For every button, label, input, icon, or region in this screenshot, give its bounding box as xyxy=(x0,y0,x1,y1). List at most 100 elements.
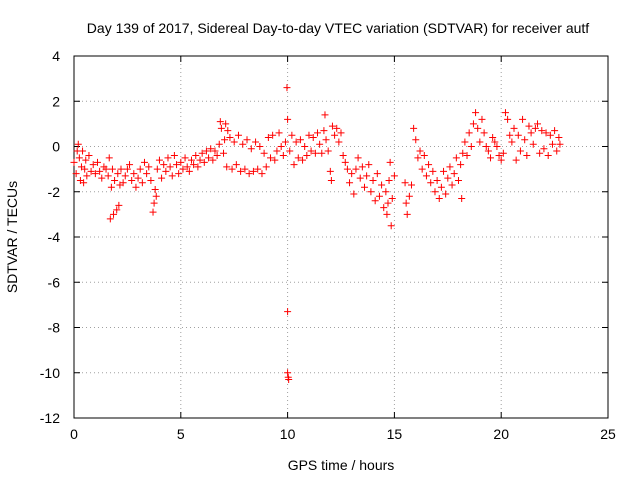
data-point xyxy=(448,181,456,189)
data-point xyxy=(223,163,231,171)
x-axis: 0 5 10 15 20 25 xyxy=(70,56,616,442)
data-point xyxy=(175,170,183,178)
data-point xyxy=(228,165,236,173)
data-point xyxy=(130,170,138,178)
grid-lines xyxy=(74,56,608,418)
data-point xyxy=(407,181,415,189)
data-point xyxy=(324,147,332,155)
data-point xyxy=(185,167,193,175)
data-point xyxy=(264,133,272,141)
data-point xyxy=(290,161,298,169)
data-point xyxy=(369,176,377,184)
data-point xyxy=(489,133,497,141)
data-point xyxy=(115,201,123,209)
data-point xyxy=(321,111,329,119)
data-point xyxy=(519,115,527,123)
data-point xyxy=(284,308,292,316)
data-point xyxy=(491,138,499,146)
data-point xyxy=(299,156,307,164)
data-point xyxy=(510,124,518,132)
data-point xyxy=(314,129,322,137)
data-point xyxy=(87,167,95,175)
data-point xyxy=(388,195,396,203)
data-point xyxy=(307,147,315,155)
data-point xyxy=(285,376,293,384)
data-point xyxy=(155,156,163,164)
data-point xyxy=(322,136,330,144)
data-point xyxy=(283,84,291,92)
data-point xyxy=(429,167,437,175)
data-point xyxy=(309,133,317,141)
data-point xyxy=(378,181,386,189)
y-tick-label: -10 xyxy=(40,365,60,381)
data-point xyxy=(284,115,292,123)
data-point xyxy=(548,140,556,148)
data-point xyxy=(239,140,247,148)
data-point xyxy=(484,147,492,155)
data-point xyxy=(425,161,433,169)
data-point xyxy=(252,138,260,146)
data-point xyxy=(341,158,349,166)
data-point xyxy=(506,131,514,139)
data-point xyxy=(160,161,168,169)
data-point xyxy=(320,127,328,135)
data-point xyxy=(89,161,97,169)
data-point xyxy=(516,147,524,155)
data-point xyxy=(337,129,345,137)
chart-title: Day 139 of 2017, Sidereal Day-to-day VTE… xyxy=(87,20,590,36)
data-point xyxy=(258,170,266,178)
data-point xyxy=(158,174,166,182)
data-point xyxy=(437,183,445,191)
data-point xyxy=(98,174,106,182)
data-point xyxy=(301,143,309,150)
data-point xyxy=(382,188,390,196)
data-point xyxy=(467,143,475,150)
data-point xyxy=(181,154,189,162)
data-point xyxy=(420,152,428,160)
data-point xyxy=(190,161,198,169)
data-point xyxy=(402,199,410,207)
data-point xyxy=(531,124,539,132)
data-point xyxy=(81,165,89,173)
data-point xyxy=(277,143,285,150)
x-tick-label: 25 xyxy=(600,426,616,442)
data-point xyxy=(147,176,155,184)
data-point xyxy=(446,163,454,171)
data-point xyxy=(168,172,176,180)
data-point xyxy=(249,167,257,175)
data-point xyxy=(540,145,548,153)
data-point xyxy=(267,154,275,162)
data-point xyxy=(544,152,552,160)
y-tick-label: -2 xyxy=(48,184,61,200)
data-point xyxy=(132,183,140,191)
data-point xyxy=(83,172,91,180)
data-point xyxy=(104,172,112,180)
data-point xyxy=(410,124,418,132)
data-point xyxy=(546,131,554,139)
y-tick-label: 2 xyxy=(52,93,60,109)
data-point xyxy=(474,124,482,132)
data-point xyxy=(493,143,501,150)
data-point xyxy=(72,170,80,178)
data-point xyxy=(383,210,391,218)
data-point xyxy=(384,199,392,207)
data-point xyxy=(166,163,174,171)
data-point xyxy=(501,109,509,117)
y-tick-label: 0 xyxy=(52,139,60,155)
data-point xyxy=(226,133,234,141)
data-point xyxy=(121,172,129,180)
data-point xyxy=(296,136,304,144)
data-point xyxy=(187,156,195,164)
data-point xyxy=(542,129,550,137)
data-point xyxy=(356,174,364,182)
data-point xyxy=(260,149,268,157)
data-point xyxy=(497,156,505,164)
data-point xyxy=(241,165,249,173)
data-point xyxy=(326,167,334,175)
data-point xyxy=(352,165,360,173)
data-point xyxy=(401,179,409,187)
data-point xyxy=(85,152,93,160)
data-point xyxy=(107,183,115,191)
data-point xyxy=(435,195,443,203)
data-point xyxy=(418,165,426,173)
